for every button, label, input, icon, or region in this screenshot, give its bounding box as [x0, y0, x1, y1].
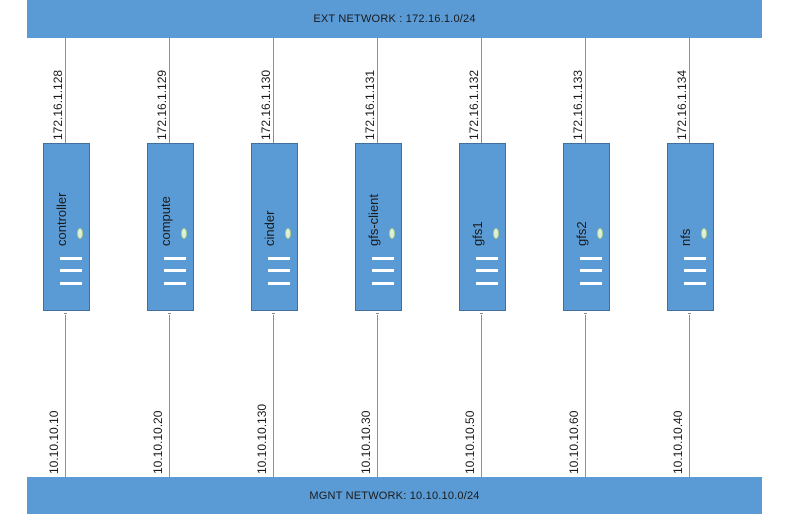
- drive-slot-icon: [164, 257, 186, 260]
- drive-slot-icon: [372, 257, 394, 260]
- ext-ip-label: 172.16.1.130: [259, 69, 273, 140]
- status-led-icon: [181, 228, 187, 239]
- status-led-icon: [77, 228, 83, 239]
- server-node-gfs1: gfs1: [459, 143, 506, 311]
- status-led-icon: [493, 228, 499, 239]
- mgnt-ip-label: 10.10.10.20: [151, 410, 165, 474]
- ext-ip-label: 172.16.1.129: [155, 69, 169, 140]
- port-tick: [64, 313, 67, 316]
- drive-slot-icon: [164, 269, 186, 272]
- mgnt-link-wire: [169, 315, 170, 477]
- ext-ip-label: 172.16.1.133: [571, 69, 585, 140]
- ext-ip-label: 172.16.1.134: [675, 69, 689, 140]
- drive-slot-icon: [372, 282, 394, 285]
- server-name-label: nfs: [678, 228, 693, 246]
- mgnt-ip-label: 10.10.10.40: [671, 410, 685, 474]
- ext-link-wire: [689, 38, 690, 143]
- ext-ip-label: 172.16.1.132: [467, 69, 481, 140]
- port-tick: [168, 313, 171, 316]
- drive-slot-icon: [164, 282, 186, 285]
- server-node-gfs-client: gfs-client: [355, 143, 402, 311]
- drive-slot-icon: [580, 282, 602, 285]
- server-node-nfs: nfs: [667, 143, 714, 311]
- drive-slot-icon: [684, 257, 706, 260]
- port-tick: [688, 313, 691, 316]
- mgnt-link-wire: [273, 315, 274, 477]
- port-tick: [376, 313, 379, 316]
- mgnt-link-wire: [65, 315, 66, 477]
- drive-slot-icon: [580, 257, 602, 260]
- drive-slot-icon: [580, 269, 602, 272]
- server-node-gfs2: gfs2: [563, 143, 610, 311]
- drive-slot-icon: [476, 282, 498, 285]
- mgnt-ip-label: 10.10.10.50: [463, 410, 477, 474]
- mgnt-link-wire: [585, 315, 586, 477]
- drive-slot-icon: [476, 257, 498, 260]
- port-tick: [480, 313, 483, 316]
- mgnt-link-wire: [481, 315, 482, 477]
- server-name-label: compute: [158, 196, 173, 246]
- mgnt-ip-label: 10.10.10.130: [255, 403, 269, 474]
- drive-slot-icon: [268, 269, 290, 272]
- server-name-label: gfs-client: [366, 193, 381, 246]
- drive-slot-icon: [268, 257, 290, 260]
- server-name-label: controller: [54, 192, 69, 246]
- drive-slot-icon: [372, 269, 394, 272]
- mgnt-link-wire: [377, 315, 378, 477]
- ext-network-bar: EXT NETWORK : 172.16.1.0/24: [27, 0, 762, 38]
- drive-slot-icon: [684, 269, 706, 272]
- server-node-cinder: cinder: [251, 143, 298, 311]
- server-node-compute: compute: [147, 143, 194, 311]
- mgnt-network-bar: MGNT NETWORK: 10.10.10.0/24: [27, 477, 762, 514]
- port-tick: [272, 313, 275, 316]
- server-name-label: gfs2: [574, 221, 589, 246]
- mgnt-ip-label: 10.10.10.10: [47, 410, 61, 474]
- drive-slot-icon: [476, 269, 498, 272]
- drive-slot-icon: [268, 282, 290, 285]
- server-name-label: gfs1: [470, 221, 485, 246]
- server-node-controller: controller: [43, 143, 90, 311]
- ext-network-label: EXT NETWORK : 172.16.1.0/24: [313, 13, 476, 25]
- status-led-icon: [389, 228, 395, 239]
- mgnt-ip-label: 10.10.10.60: [567, 410, 581, 474]
- port-tick: [584, 313, 587, 316]
- ext-link-wire: [169, 38, 170, 143]
- status-led-icon: [285, 228, 291, 239]
- mgnt-link-wire: [689, 315, 690, 477]
- ext-ip-label: 172.16.1.131: [363, 69, 377, 140]
- ext-link-wire: [377, 38, 378, 143]
- ext-link-wire: [273, 38, 274, 143]
- mgnt-network-label: MGNT NETWORK: 10.10.10.0/24: [309, 489, 480, 502]
- status-led-icon: [597, 228, 603, 239]
- ext-link-wire: [65, 38, 66, 143]
- status-led-icon: [701, 228, 707, 239]
- drive-slot-icon: [60, 257, 82, 260]
- mgnt-ip-label: 10.10.10.30: [359, 410, 373, 474]
- ext-link-wire: [585, 38, 586, 143]
- ext-ip-label: 172.16.1.128: [51, 69, 65, 140]
- server-name-label: cinder: [262, 210, 277, 246]
- drive-slot-icon: [60, 269, 82, 272]
- drive-slot-icon: [684, 282, 706, 285]
- drive-slot-icon: [60, 282, 82, 285]
- ext-link-wire: [481, 38, 482, 143]
